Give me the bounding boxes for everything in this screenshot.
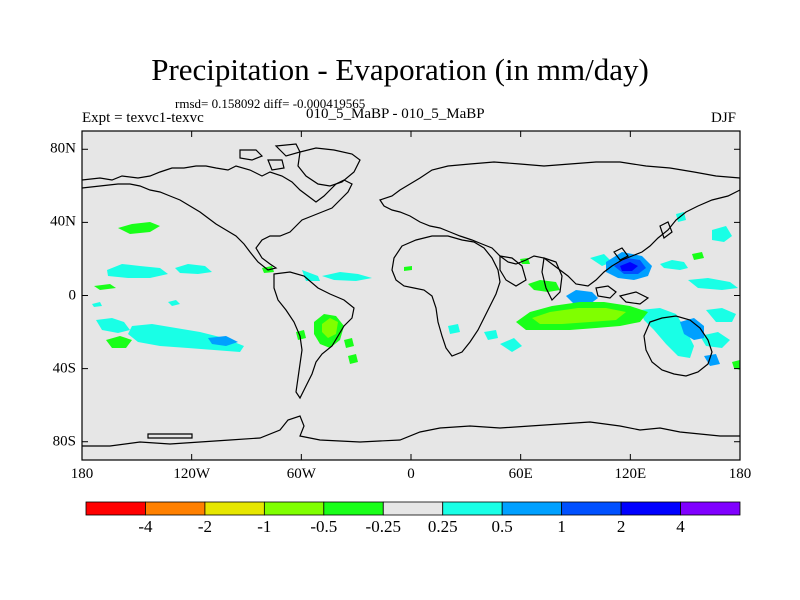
colorbar-swatch [382,501,444,516]
x-tick-label: 60W [286,466,316,482]
coastline-north-america [82,165,353,271]
colorbar-swatch [323,501,384,516]
coastline-antarctic-shelf [147,433,193,439]
coastlines [82,143,740,447]
coastline-australia [643,315,713,377]
colorbar-label: -2 [197,517,212,536]
colorbar-label: -4 [138,517,153,536]
colorbar-swatch [85,501,146,516]
colorbar-label: 0.25 [427,517,458,536]
colorbar-label: 0.5 [491,517,513,536]
x-tick-label: 120E [614,466,647,482]
anomaly-patch-neg-0.5 [322,308,626,338]
colorbar-swatch [145,501,206,516]
coastline-south-america [273,271,355,400]
season-label: DJF [711,110,737,126]
colorbar-label: -0.5 [310,517,338,536]
colorbar-swatch [620,501,681,516]
x-tick-label: 120W [173,466,210,482]
colorbar-label: 2 [616,517,626,536]
experiment-label: Expt = texvc1-texvc [82,110,204,126]
coastline-greenland [297,147,361,187]
colorbar-swatch [442,501,503,516]
coastline-africa [391,235,501,357]
colorbar-label: 4 [676,517,685,536]
stats-line: rmsd= 0.158092 diff= -0.000419565 [175,96,366,111]
y-tick-label: 0 [68,287,77,303]
map-background [82,131,740,460]
colorbar-label: -0.25 [365,517,401,536]
colorbar-label: -1 [257,517,272,536]
colorbar-swatch [501,501,563,516]
anomaly-patch-2 [620,262,638,271]
y-tick-label: 40N [50,213,76,230]
coastline-arabia-india [499,255,563,302]
anomaly-layer [92,212,740,370]
colorbar-swatch [561,501,622,516]
map-title: Precipitation - Evaporation (in mm/day) [151,52,649,87]
y-tick-label: 80S [52,433,76,450]
case-label: 010_5_MaBP - 010_5_MaBP [306,106,485,122]
colorbar-swatch [263,501,325,516]
coastline-antarctica [82,415,740,447]
colorbar-swatch [680,501,741,516]
x-tick-label: 180 [70,466,94,482]
y-tick-label: 40S [52,360,76,377]
x-tick-label: 0 [407,466,415,482]
y-tick-label: 80N [50,140,76,157]
colorbar [85,501,741,516]
colorbar-swatch [204,501,265,516]
coastline-arctic-islands [239,143,301,171]
map-panel [81,130,741,461]
x-tick-label: 180 [728,466,752,482]
coastline-eurasia [379,161,740,287]
coastline-japan [659,221,673,239]
x-tick-label: 60E [508,466,533,482]
colorbar-label: 1 [557,517,566,536]
coastline-se-asia [595,247,650,305]
axis-ticks [81,131,741,460]
